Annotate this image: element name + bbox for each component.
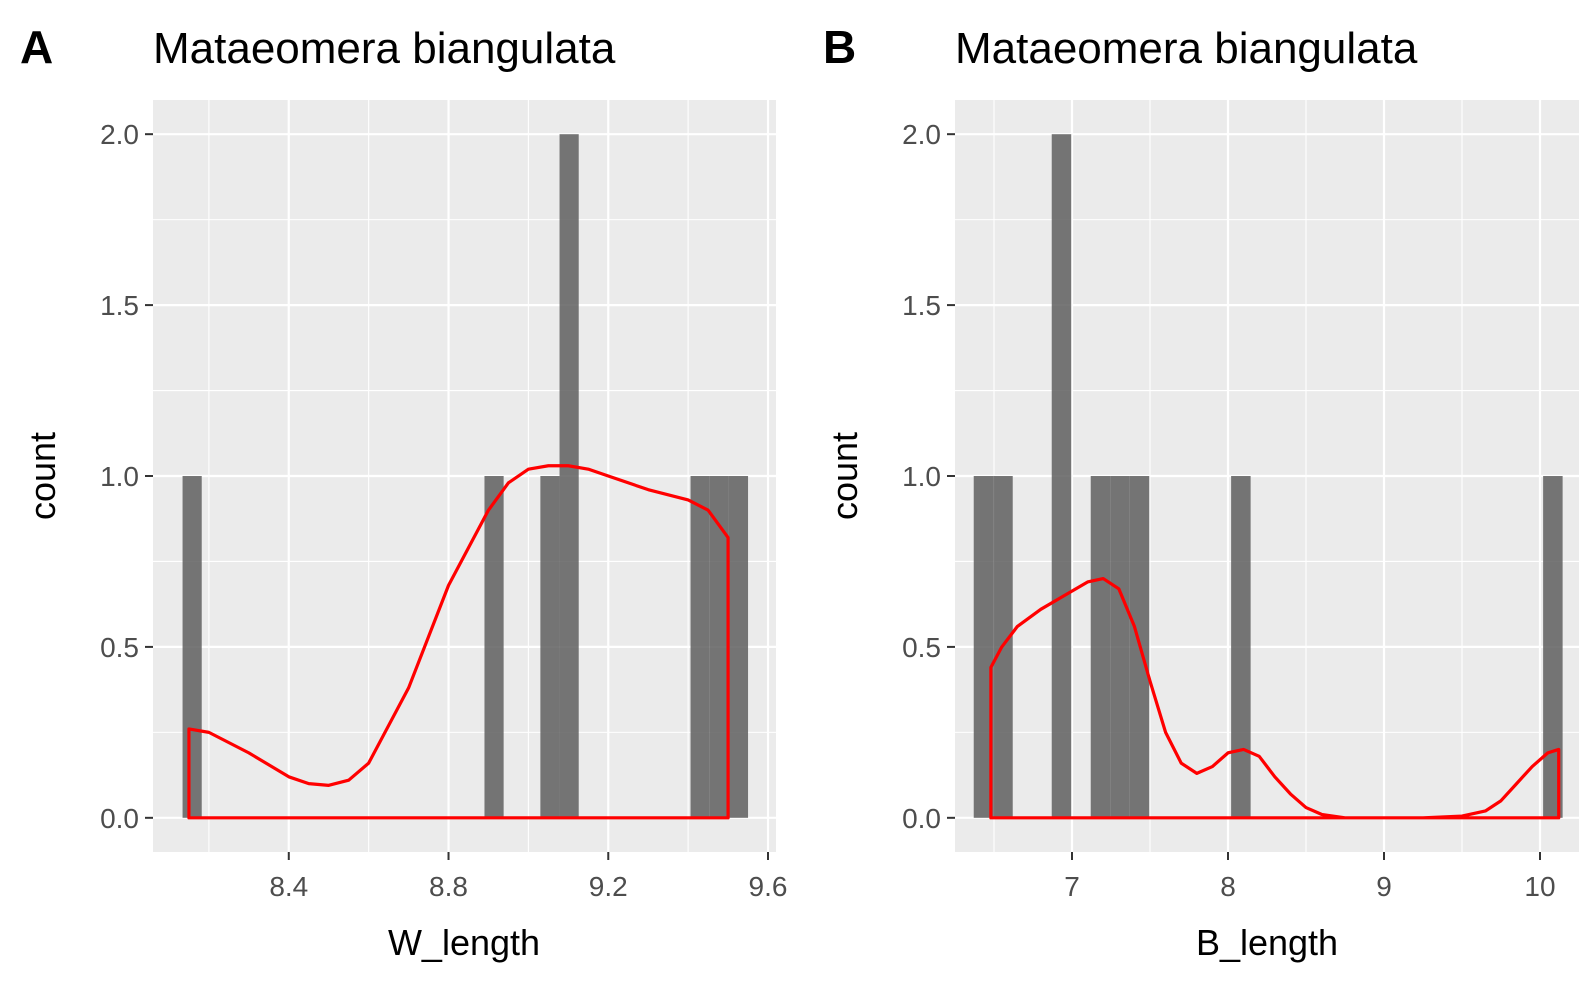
panel-b-histogram-bar — [1543, 476, 1563, 818]
panel-b-x-tick-labels: 7 8 9 10 — [1064, 871, 1555, 902]
panel-a-histogram-bar — [182, 476, 202, 818]
panel-tag-a: A — [20, 21, 53, 73]
panel-tag-b: B — [823, 21, 856, 73]
panel-a-x-tick-label: 9.2 — [589, 871, 628, 902]
panel-a-x-axis-title: W_length — [388, 922, 540, 963]
panel-a-histogram-bar — [559, 134, 579, 818]
panel-b-histogram-bar — [973, 476, 994, 818]
panel-a-histogram-bar — [484, 476, 504, 818]
panel-b-histogram-bar — [1090, 476, 1111, 818]
panel-a-y-tick-labels: 0.0 0.5 1.0 1.5 2.0 — [100, 119, 139, 834]
panel-b-histogram-bar — [1051, 134, 1072, 818]
panel-b-y-axis-title: count — [824, 432, 865, 520]
panel-a-x-tick-labels: 8.4 8.8 9.2 9.6 — [269, 871, 787, 902]
panel-b-ticks — [947, 133, 1541, 860]
panel-a-x-tick-label: 8.8 — [429, 871, 468, 902]
panel-b-x-tick-label: 8 — [1220, 871, 1236, 902]
panel-a-bars — [182, 134, 749, 818]
panel-b-y-tick-label: 0.5 — [902, 632, 941, 663]
panel-a-histogram-bar — [540, 476, 560, 818]
panel-b: B Mataeomera biangulata 0.00.51.01.52.0 … — [823, 21, 1579, 963]
panel-b-histogram-bar — [1110, 476, 1130, 818]
panel-a-y-tick-label: 2.0 — [100, 119, 139, 150]
panel-a-y-tick-label: 1.0 — [100, 461, 139, 492]
panel-b-y-tick-label: 2.0 — [902, 119, 941, 150]
panel-b-x-tick-label: 10 — [1524, 871, 1555, 902]
panel-a-x-tick-label: 8.4 — [269, 871, 308, 902]
panel-b-y-tick-label: 1.0 — [902, 461, 941, 492]
panel-b-x-axis-title: B_length — [1196, 922, 1338, 963]
panel-a-histogram-bar — [709, 476, 729, 818]
panel-b-title: Mataeomera biangulata — [955, 24, 1418, 73]
panel-b-density-curve — [989, 576, 1561, 820]
panel-a-y-tick-label: 0.5 — [100, 632, 139, 663]
panel-b-histogram-bar — [1231, 476, 1251, 818]
panel-a-density-curve — [187, 464, 730, 820]
panel-b-x-tick-label: 7 — [1064, 871, 1080, 902]
panel-b-x-tick-label: 9 — [1376, 871, 1392, 902]
panel-a-histogram-bar — [728, 476, 749, 818]
panel-b-y-tick-label: 1.5 — [902, 290, 941, 321]
panel-a-y-tick-label: 0.0 — [100, 803, 139, 834]
panel-a-ticks — [145, 133, 770, 860]
panel-b-y-tick-label: 0.0 — [902, 803, 941, 834]
panel-a: A Mataeomera biangulata 0.00.51.01.52.0 … — [20, 21, 787, 963]
panel-b-y-tick-labels: 0.0 0.5 1.0 1.5 2.0 — [902, 119, 941, 834]
panel-a-y-axis-title: count — [22, 432, 63, 520]
panel-a-y-tick-label: 1.5 — [100, 290, 139, 321]
panel-a-x-tick-label: 9.6 — [749, 871, 788, 902]
panel-a-title: Mataeomera biangulata — [153, 24, 616, 73]
panel-a-histogram-bar — [690, 476, 710, 818]
